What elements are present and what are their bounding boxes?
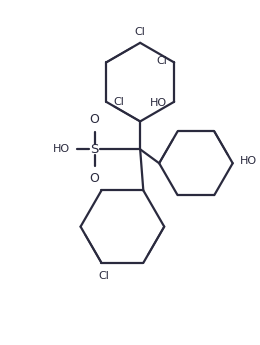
Text: O: O <box>90 114 99 127</box>
Text: O: O <box>90 172 99 185</box>
Text: S: S <box>90 143 99 156</box>
Text: Cl: Cl <box>135 27 146 37</box>
Text: HO: HO <box>240 156 257 166</box>
Text: Cl: Cl <box>113 97 124 107</box>
Text: Cl: Cl <box>99 271 109 281</box>
Text: Cl: Cl <box>156 56 167 66</box>
Text: HO: HO <box>150 98 167 108</box>
Text: HO: HO <box>53 144 70 154</box>
